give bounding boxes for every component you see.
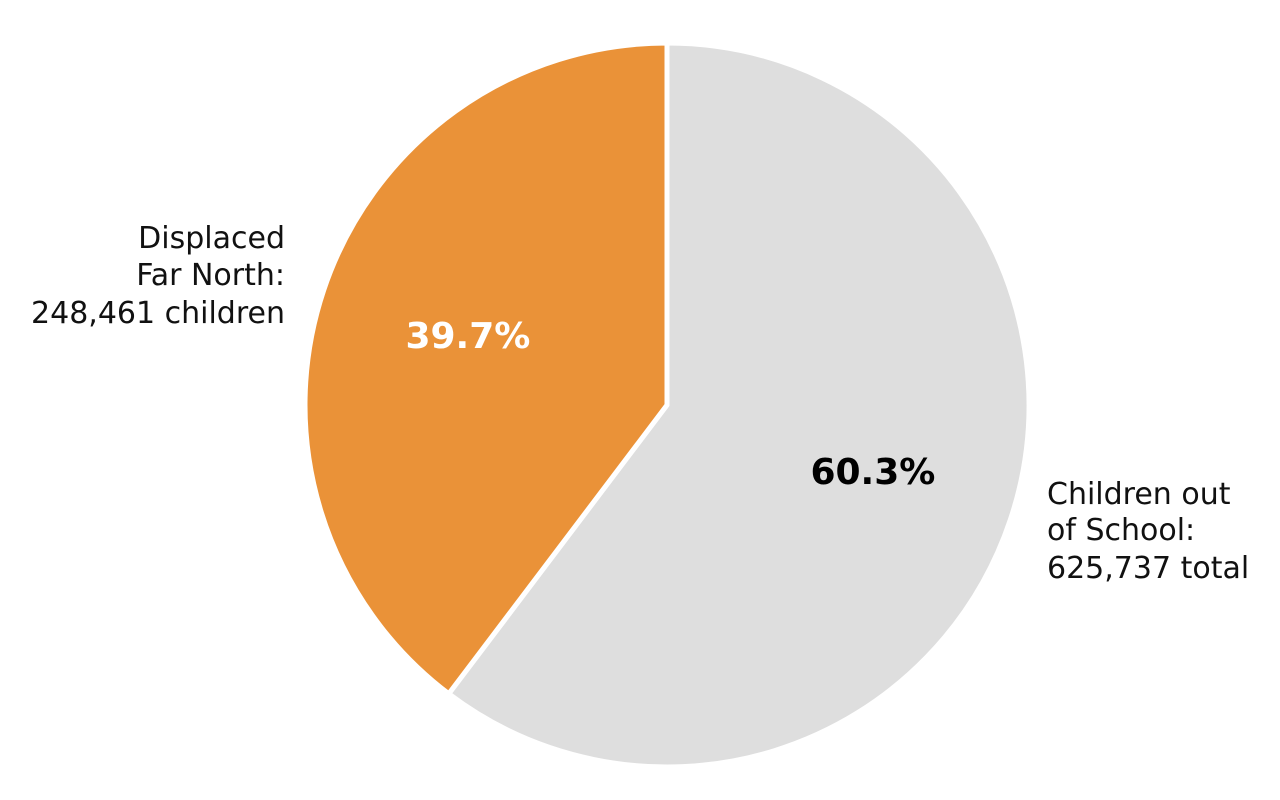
- category-label-line: Far North:: [136, 258, 285, 293]
- slice-value-label-displaced-far-north: 39.7%: [405, 316, 530, 357]
- slice-value-label-children-out-of-school: 60.3%: [810, 452, 935, 493]
- pie-slice-displaced-far-north: [302, 40, 670, 697]
- category-label-line: of School:: [1047, 513, 1195, 548]
- pie-slices: [302, 40, 1032, 770]
- category-label-line: Children out: [1047, 477, 1231, 512]
- category-label-line: 625,737 total: [1047, 551, 1249, 586]
- slice-category-label-children-out-of-school: Children out of School: 625,737 total: [1047, 477, 1249, 586]
- category-label-line: Displaced: [138, 221, 285, 256]
- slice-category-label-displaced-far-north: Displaced Far North: 248,461 children: [31, 221, 285, 331]
- category-label-line: 248,461 children: [31, 296, 285, 331]
- pie-slice-children-out-of-school: [446, 40, 1032, 770]
